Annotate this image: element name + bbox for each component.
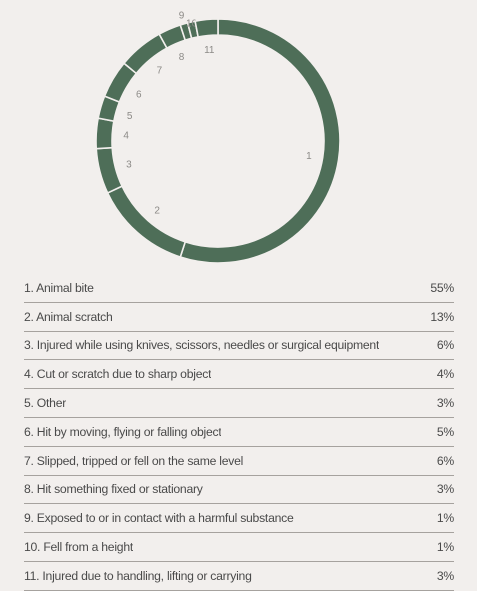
legend-label: 3. Injured while using knives, scissors,… xyxy=(24,338,380,353)
slice-number-label: 9 xyxy=(179,11,185,22)
legend-item: 8. Hit something fixed or stationary 3% xyxy=(24,476,454,505)
legend-label: 2. Animal scratch xyxy=(24,309,113,324)
donut-slice xyxy=(95,117,115,150)
legend-value: 55% xyxy=(430,280,454,295)
legend-item: 1. Animal bite 55% xyxy=(24,274,454,303)
legend-item: 7. Slipped, tripped or fell on the same … xyxy=(24,447,454,476)
legend-value: 3% xyxy=(436,482,454,497)
donut-chart: 1 2 3 4 5 6 7 8 9 10 11 xyxy=(0,0,477,275)
legend-item: 5. Other 3% xyxy=(24,389,454,418)
legend-value: 1% xyxy=(436,540,454,555)
slice-number-label: 11 xyxy=(204,45,215,56)
legend-label: 1. Animal bite xyxy=(24,280,94,295)
legend-value: 1% xyxy=(436,511,454,526)
legend-label: 6. Hit by moving, flying or falling obje… xyxy=(24,424,222,439)
legend-value: 13% xyxy=(430,309,454,324)
legend-list: 1. Animal bite 55% 2. Animal scratch 13%… xyxy=(24,274,454,591)
legend-item: 2. Animal scratch 13% xyxy=(24,303,454,332)
legend-label: 8. Hit something fixed or stationary xyxy=(24,482,203,497)
legend-item: 4. Cut or scratch due to sharp object 4% xyxy=(24,360,454,390)
slice-number-label: 1 xyxy=(306,151,312,162)
slice-number-label: 2 xyxy=(154,206,160,217)
slice-number-label: 7 xyxy=(157,66,163,77)
donut-slice xyxy=(95,146,124,195)
slice-number-label: 8 xyxy=(179,52,185,63)
legend-value: 6% xyxy=(436,453,454,468)
legend-value: 3% xyxy=(436,396,454,411)
legend-value: 6% xyxy=(436,338,454,353)
donut-slice xyxy=(106,185,187,259)
legend-value: 3% xyxy=(436,568,454,583)
legend-label: 11. Injured due to handling, lifting or … xyxy=(24,568,252,583)
legend-label: 4. Cut or scratch due to sharp object xyxy=(24,367,212,382)
slice-number-label: 3 xyxy=(126,159,132,170)
legend-item: 10. Fell from a height 1% xyxy=(24,533,454,562)
legend-label: 7. Slipped, tripped or fell on the same … xyxy=(24,453,244,468)
donut-slice xyxy=(194,18,219,38)
legend-value: 5% xyxy=(436,424,454,439)
donut-svg: 1 2 3 4 56 7 8 910 11 xyxy=(95,11,341,264)
legend-label: 5. Other xyxy=(24,396,67,411)
legend-value: 4% xyxy=(436,367,454,382)
legend-label: 9. Exposed to or in contact with a harmf… xyxy=(24,511,294,526)
slice-number-label: 4 xyxy=(123,131,129,142)
legend-item: 3. Injured while using knives, scissors,… xyxy=(24,332,454,361)
slice-number-label: 6 xyxy=(136,90,142,101)
legend-item: 9. Exposed to or in contact with a harmf… xyxy=(24,504,454,534)
slice-number-label: 5 xyxy=(127,111,133,122)
legend-item: 11. Injured due to handling, lifting or … xyxy=(24,562,454,591)
legend-label: 10. Fell from a height xyxy=(24,540,133,555)
legend-item: 6. Hit by moving, flying or falling obje… xyxy=(24,418,454,447)
slice-number-label: 10 xyxy=(186,18,198,29)
